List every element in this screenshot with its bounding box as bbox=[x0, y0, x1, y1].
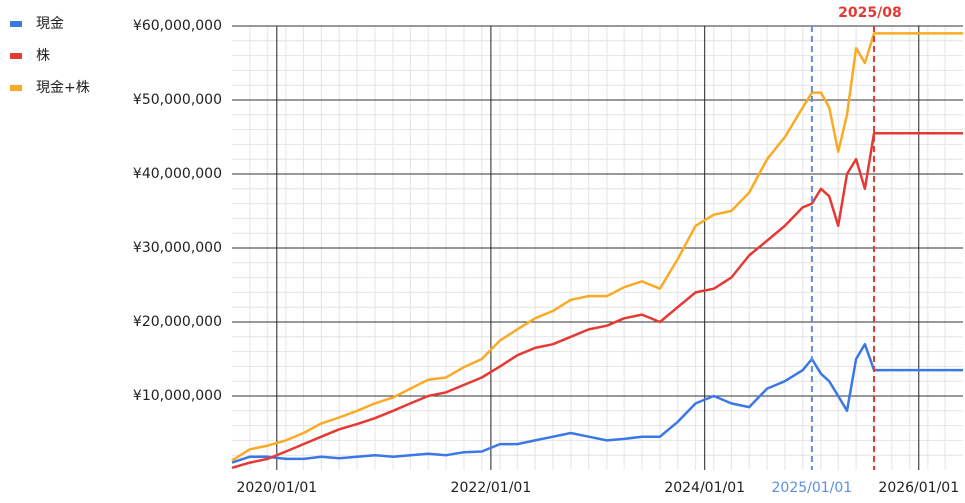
series-line bbox=[231, 32, 963, 462]
x-tick-label: 2020/01/01 bbox=[236, 480, 317, 496]
y-tick-label: ¥60,000,000 bbox=[133, 18, 222, 34]
legend-swatch bbox=[10, 21, 22, 27]
x-tick-label: 2022/01/01 bbox=[451, 480, 532, 496]
y-tick-label: ¥50,000,000 bbox=[133, 92, 222, 108]
legend-label: 株 bbox=[36, 48, 50, 64]
legend-swatch bbox=[10, 85, 22, 91]
y-tick-label: ¥40,000,000 bbox=[133, 166, 222, 182]
y-tick-label: ¥10,000,000 bbox=[133, 388, 222, 404]
legend-label: 現金+株 bbox=[36, 80, 90, 96]
series-line bbox=[231, 132, 963, 470]
legend-label: 現金 bbox=[36, 16, 64, 32]
x-tick-label: 2025/01/01 bbox=[772, 480, 853, 496]
marker-label: 2025/08 bbox=[838, 5, 902, 21]
x-tick-label: 2026/01/01 bbox=[878, 480, 959, 496]
series-line bbox=[231, 342, 963, 464]
x-tick-label: 2024/01/01 bbox=[664, 480, 745, 496]
y-tick-label: ¥30,000,000 bbox=[133, 240, 222, 256]
y-tick-label: ¥20,000,000 bbox=[133, 314, 222, 330]
legend-swatch bbox=[10, 53, 22, 59]
